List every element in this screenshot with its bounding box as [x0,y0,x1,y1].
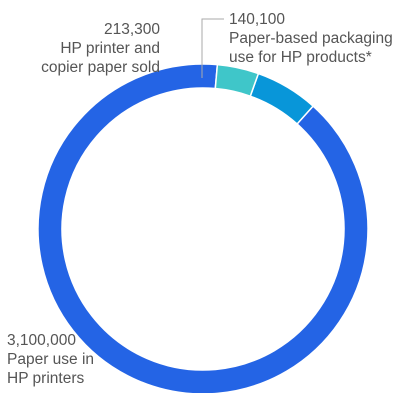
donut-slice-packaging [214,63,260,98]
slice-label-packaging: 140,100 Paper-based packaging use for HP… [229,10,393,67]
leader-line-packaging [201,18,224,78]
slice-name-packaging-line1: Paper-based packaging [229,30,393,47]
donut-slice-paper-sold [249,72,315,126]
slice-name-packaging-line2: use for HP products* [229,49,372,66]
slice-name-paper-use-line2: HP printers [7,370,85,387]
slice-value-paper-use: 3,100,000 [7,332,76,349]
slice-value-paper-sold: 213,300 [103,21,160,38]
slice-name-paper-sold-line2: copier paper sold [41,59,160,76]
donut-slice-paper-use [37,63,369,393]
slice-label-paper-use: 3,100,000 Paper use in HP printers [7,331,94,388]
slice-name-paper-sold-line1: HP printer and [60,40,160,57]
slice-label-paper-sold: 213,300 HP printer and copier paper sold [41,20,160,77]
slice-name-paper-use-line1: Paper use in [7,351,95,368]
slice-value-packaging: 140,100 [229,11,286,28]
